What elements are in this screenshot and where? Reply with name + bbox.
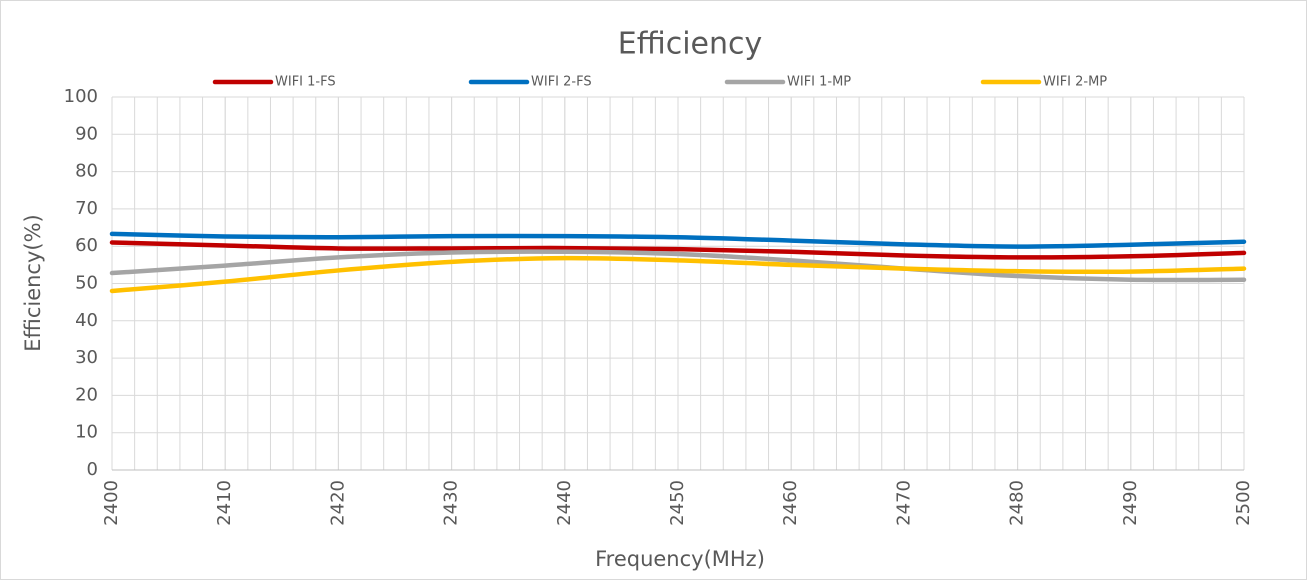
y-tick-label: 20: [75, 384, 98, 405]
y-tick-label: 0: [87, 459, 98, 480]
x-tick-label: 2480: [1007, 480, 1028, 526]
x-tick-label: 2490: [1120, 480, 1141, 526]
x-tick-label: 2430: [441, 480, 462, 526]
chart-title: Efficiency: [618, 27, 763, 62]
x-tick-label: 2400: [101, 480, 122, 526]
x-axis-label: Frequency(MHz): [595, 547, 765, 571]
x-tick-label: 2420: [327, 480, 348, 526]
series-line: [109, 255, 1247, 294]
y-tick-label: 90: [75, 123, 98, 144]
x-tick-label: 2470: [893, 480, 914, 526]
y-tick-label: 40: [75, 310, 98, 331]
y-tick-label: 100: [64, 86, 98, 107]
legend-label: WIFI 1-FS: [275, 75, 336, 90]
y-tick-label: 60: [75, 235, 98, 256]
y-tick-label: 80: [75, 161, 98, 182]
series-line: [109, 231, 1247, 249]
legend-label: WIFI 1-MP: [787, 75, 851, 90]
series-line: [109, 240, 1247, 260]
x-tick-label: 2460: [780, 480, 801, 526]
y-tick-label: 50: [75, 273, 98, 294]
y-tick-label: 10: [75, 422, 98, 443]
y-tick-label: 70: [75, 198, 98, 219]
legend-label: WIFI 2-FS: [531, 75, 592, 90]
series-line: [109, 249, 1247, 283]
legend-label: WIFI 2-MP: [1043, 75, 1107, 90]
y-tick-label: 30: [75, 347, 98, 368]
x-tick-label: 2450: [667, 480, 688, 526]
x-tick-label: 2410: [214, 480, 235, 526]
x-tick-label: 2440: [554, 480, 575, 526]
y-axis-label: Efficiency(%): [21, 214, 45, 352]
x-tick-label: 2500: [1233, 480, 1254, 526]
